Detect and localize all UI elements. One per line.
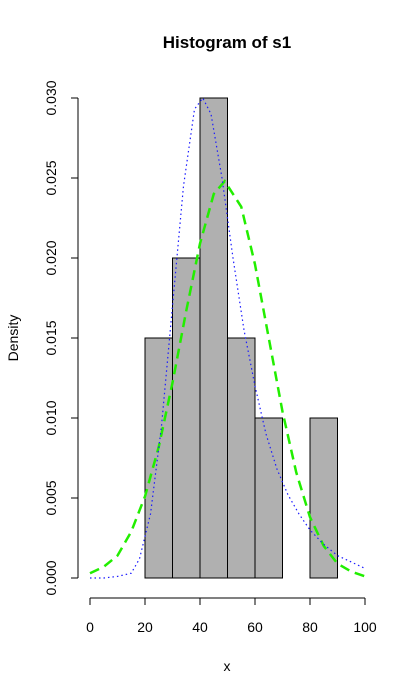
histogram-bar	[254, 417, 283, 579]
axes-group: 0 20 40 60 80 100 0.000 0.005 0.010 0.015 0.020 0.0…	[43, 80, 377, 635]
bars-group	[144, 97, 338, 579]
y-tick-label: 0.010	[43, 400, 59, 435]
histogram-bar	[199, 97, 228, 579]
x-tick-label: 0	[86, 619, 94, 635]
dashed-density-curve	[89, 179, 366, 578]
dotted-density-curve	[90, 96, 366, 579]
x-tick-label: 20	[137, 619, 153, 635]
histogram-bar	[144, 337, 173, 579]
y-tick-label: 0.000	[43, 560, 59, 595]
y-tick-label: 0.020	[43, 240, 59, 275]
y-tick-label: 0.030	[43, 80, 59, 115]
histogram-bar	[227, 337, 256, 579]
curves-group	[89, 96, 366, 579]
x-tick-label: 100	[353, 619, 377, 635]
chart-title: Histogram of s1	[163, 33, 291, 52]
histogram-bar	[309, 417, 338, 579]
x-tick-label: 80	[302, 619, 318, 635]
y-tick-label: 0.015	[43, 320, 59, 355]
y-tick-label: 0.025	[43, 160, 59, 195]
x-tick-label: 40	[192, 619, 208, 635]
x-axis-label: x	[224, 658, 231, 674]
y-axis-label: Density	[5, 315, 21, 362]
y-tick-label: 0.005	[43, 480, 59, 515]
x-tick-label: 60	[247, 619, 263, 635]
